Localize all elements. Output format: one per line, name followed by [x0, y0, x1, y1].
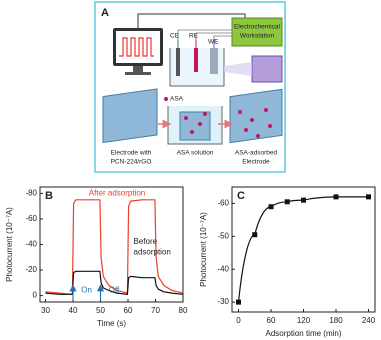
- y-axis-label: Photocurrent (10⁻⁷A): [5, 207, 14, 282]
- point: [236, 299, 241, 305]
- x-axis-label: Time (s): [97, 319, 126, 328]
- panel-label: A: [101, 7, 109, 19]
- series-line: [45, 270, 184, 295]
- lamp: [251, 55, 283, 83]
- stand-base: [125, 72, 151, 75]
- x-tick-label: 30: [41, 306, 50, 315]
- x-tick-label: 60: [124, 306, 133, 315]
- x-tick-label: 40: [69, 306, 78, 315]
- light-beam: [224, 62, 252, 76]
- point: [268, 204, 274, 210]
- electrode: [176, 48, 180, 76]
- x-axis-label: Adsorption time (min): [265, 329, 341, 338]
- molecule: [164, 97, 168, 101]
- y-tick-label: -30: [217, 297, 229, 306]
- asa-label: ASA: [170, 96, 184, 103]
- electrode-slab: [229, 88, 283, 144]
- y-tick-label: -60: [217, 199, 229, 208]
- electrode-label: WE: [208, 39, 219, 46]
- annotation: Off: [109, 286, 120, 295]
- molecules: [184, 108, 272, 138]
- square-wave: [119, 37, 154, 57]
- electrode: [194, 48, 198, 72]
- point: [366, 194, 371, 200]
- y-tick-label: -80: [25, 188, 37, 197]
- workstation-label: Electrochemical: [234, 24, 280, 31]
- x-tick-label: 80: [179, 306, 188, 315]
- point: [252, 232, 258, 238]
- panel-a: A CE RE WE Electrochemical Workstation: [94, 1, 286, 173]
- y-tick-label: -20: [25, 265, 37, 274]
- workstation-label: Workstation: [240, 33, 275, 40]
- annotation: After adsorption: [89, 188, 145, 197]
- step-label: Electrode with: [111, 150, 152, 157]
- x-tick-label: 50: [96, 306, 105, 315]
- y-tick-label: -40: [25, 240, 37, 249]
- x-tick-label: 70: [151, 306, 160, 315]
- y-tick-label: -60: [25, 214, 37, 223]
- electrode: [210, 48, 218, 74]
- wire: [177, 29, 232, 40]
- plot-frame: [231, 186, 376, 313]
- charts: B 30 40 50 60 70 80 0 -20 -40 -60 -80 Time (s) Photoc…: [5, 186, 376, 338]
- step-label: ASA-adsorbed: [235, 150, 278, 157]
- electrode-slab: [102, 88, 158, 144]
- electrode-label: CE: [170, 33, 180, 40]
- x-tick-label: 60: [267, 316, 276, 325]
- x-tick-label: 0: [236, 316, 241, 325]
- point: [284, 199, 290, 205]
- annotation: Before: [134, 237, 158, 246]
- panel-label: B: [45, 190, 53, 202]
- x-tick-label: 120: [297, 316, 311, 325]
- stand: [133, 66, 143, 72]
- y-tick-label: -40: [217, 264, 229, 273]
- electrode-label: RE: [189, 33, 199, 40]
- point: [333, 194, 339, 200]
- step-label: PCN-224/rGO: [111, 159, 152, 166]
- y-tick-label: -50: [217, 231, 229, 240]
- annotation: On: [81, 286, 92, 295]
- workstation: [231, 17, 283, 47]
- electrode-slab: [179, 111, 211, 141]
- x-tick-label: 180: [329, 316, 343, 325]
- panel-label: C: [237, 190, 245, 202]
- step-label: Electrode: [242, 159, 270, 166]
- annotation: adsorption: [134, 247, 171, 256]
- x-tick-label: 240: [362, 316, 376, 325]
- fit-curve: [237, 196, 369, 303]
- point: [301, 197, 306, 203]
- step-label: ASA solution: [177, 150, 214, 157]
- y-axis-label: Photocurrent (10⁻⁷A): [199, 212, 208, 287]
- y-tick-label: 0: [33, 291, 38, 300]
- series-line: [45, 199, 184, 295]
